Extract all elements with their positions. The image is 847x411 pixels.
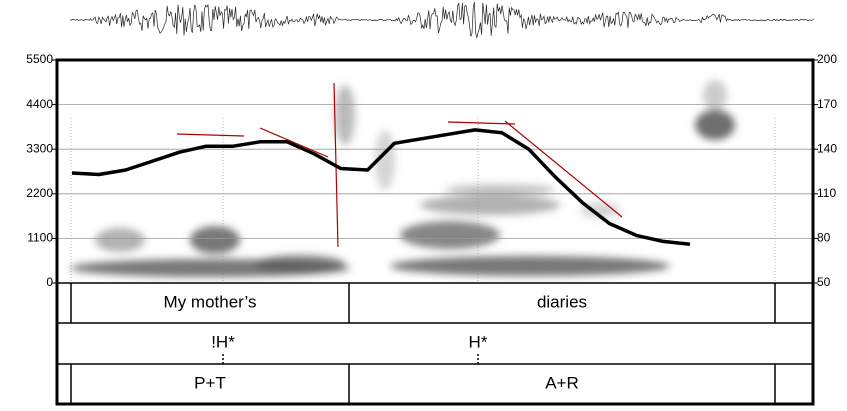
y2-tick-label: 140 (817, 141, 837, 155)
tier-grid (57, 282, 813, 404)
y2-tick-label: 50 (817, 275, 831, 289)
y-tick-label: 0 (46, 275, 53, 289)
boundary-lines (70, 118, 776, 283)
waveform (69, 2, 815, 38)
y2-tick-label: 170 (817, 97, 837, 111)
tier-label: A+R (545, 373, 579, 392)
tier-label: My mother’s (164, 292, 257, 311)
y-tick-label: 1100 (27, 231, 53, 245)
y2-tick-label: 200 (817, 52, 837, 66)
spectrogram (70, 80, 735, 277)
y-tick-label: 5500 (26, 52, 53, 66)
pitch-contour (71, 128, 691, 247)
stylization-lines (176, 82, 623, 248)
y-tick-label: 3300 (26, 141, 53, 155)
tier-label: P+T (194, 373, 226, 392)
y-tick-label: 4400 (26, 97, 53, 111)
tier-label: H* (469, 332, 488, 351)
frame (55, 58, 815, 406)
y2-tick-label: 110 (817, 186, 836, 200)
tier-label: !H* (211, 332, 235, 351)
y2-tick-label: 80 (817, 231, 831, 245)
y-tick-label: 2200 (26, 186, 53, 200)
tier-label: diaries (537, 292, 587, 311)
